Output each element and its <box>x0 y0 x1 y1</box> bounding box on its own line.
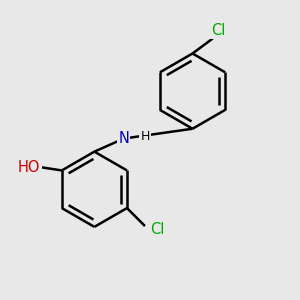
Text: N: N <box>118 131 129 146</box>
Text: Cl: Cl <box>212 23 226 38</box>
Text: H: H <box>140 130 150 143</box>
Text: Cl: Cl <box>150 222 165 237</box>
Text: HO: HO <box>18 160 40 175</box>
